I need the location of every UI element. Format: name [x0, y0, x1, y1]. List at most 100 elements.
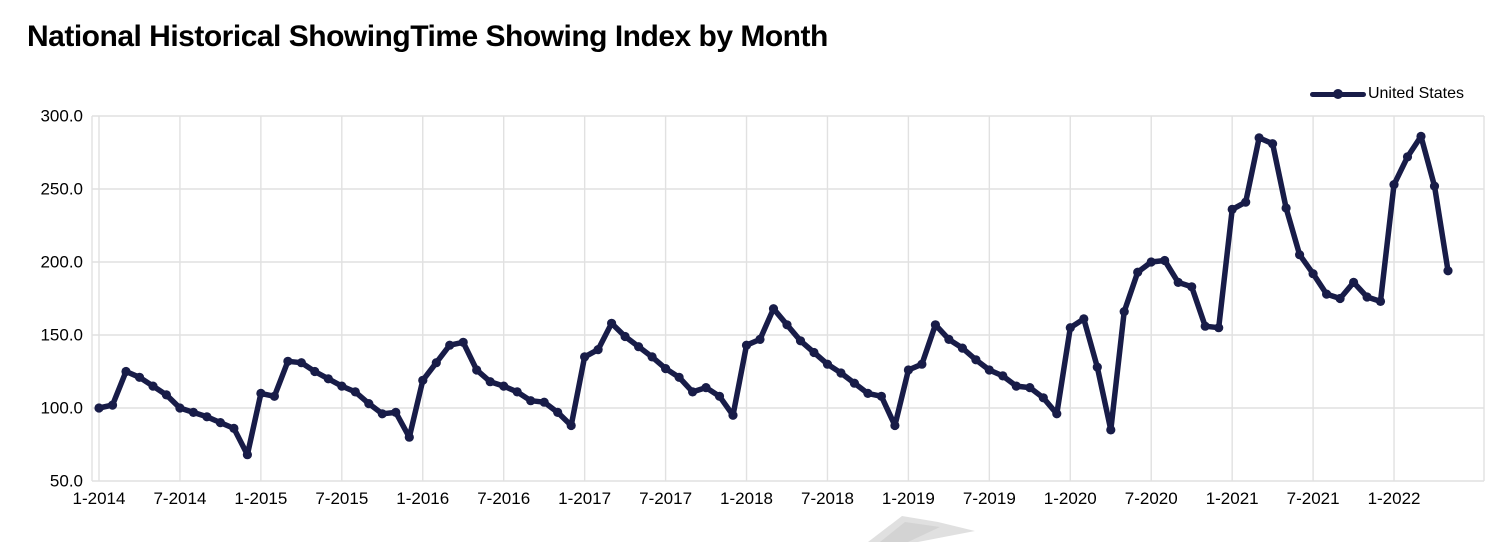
x-axis-tick-label: 1-2014	[73, 489, 126, 508]
data-point-marker	[688, 387, 698, 397]
data-point-marker	[714, 391, 725, 401]
data-point-marker	[1092, 362, 1102, 372]
data-point-marker	[1065, 323, 1075, 333]
data-point-marker	[701, 383, 711, 393]
data-point-marker	[890, 420, 900, 431]
data-point-marker	[620, 331, 630, 342]
data-point-marker	[1173, 277, 1183, 287]
data-point-marker	[1011, 381, 1021, 391]
data-point-marker	[148, 381, 158, 391]
data-point-marker	[876, 391, 887, 401]
data-point-marker	[1254, 133, 1264, 143]
data-point-marker	[1429, 181, 1440, 191]
data-point-marker	[553, 407, 563, 417]
data-point-marker	[782, 320, 792, 330]
data-point-marker	[944, 334, 954, 344]
data-point-marker	[1187, 282, 1197, 292]
data-point-marker	[957, 343, 968, 353]
data-point-marker	[539, 397, 549, 407]
data-point-marker	[741, 340, 752, 350]
data-point-marker	[377, 409, 387, 419]
x-axis-tick-label: 7-2014	[153, 489, 206, 508]
data-point-marker	[647, 352, 657, 362]
data-point-marker	[1160, 255, 1170, 266]
data-point-marker	[1362, 292, 1372, 302]
data-point-marker	[1025, 383, 1035, 393]
x-axis-tick-label: 1-2021	[1206, 489, 1259, 508]
data-point-marker	[350, 387, 360, 397]
y-axis-tick-label: 250.0	[40, 180, 83, 199]
x-axis-tick-label: 1-2017	[558, 489, 611, 508]
x-axis-tick-label: 7-2015	[315, 489, 368, 508]
x-axis-tick-label: 1-2018	[720, 489, 773, 508]
data-point-marker	[1146, 257, 1156, 267]
data-point-marker	[242, 450, 252, 460]
x-axis-tick-label: 1-2016	[396, 489, 449, 508]
data-point-marker	[431, 358, 441, 368]
data-point-marker	[1295, 250, 1305, 260]
data-point-marker	[634, 342, 644, 352]
y-axis-tick-label: 300.0	[40, 107, 83, 126]
data-point-marker	[917, 359, 927, 369]
data-point-marker	[1416, 131, 1426, 141]
data-point-marker	[768, 304, 779, 314]
legend-label-united-states: United States	[1367, 85, 1464, 102]
data-point-marker	[161, 390, 171, 400]
data-point-marker	[229, 423, 239, 433]
data-point-marker	[404, 432, 414, 442]
data-point-marker	[755, 334, 765, 344]
data-point-marker	[107, 400, 118, 410]
data-point-marker	[485, 377, 495, 387]
x-axis-tick-label: 7-2019	[963, 489, 1016, 508]
data-point-marker	[1106, 425, 1116, 435]
data-point-marker	[94, 403, 104, 413]
data-point-marker	[121, 366, 131, 377]
data-point-marker	[134, 372, 145, 382]
data-point-marker	[593, 345, 603, 355]
data-point-marker	[1349, 277, 1359, 287]
data-point-marker	[1375, 296, 1386, 306]
data-point-marker	[1335, 293, 1345, 304]
data-point-marker	[337, 381, 347, 391]
data-point-marker	[1214, 323, 1224, 333]
data-point-marker	[1389, 180, 1399, 190]
x-axis-tick-label: 7-2021	[1287, 489, 1340, 508]
data-point-marker	[1119, 307, 1129, 317]
data-point-marker	[215, 418, 225, 428]
data-point-marker	[1241, 197, 1251, 207]
data-point-marker	[1133, 267, 1143, 277]
data-point-marker	[728, 410, 738, 420]
series-line-united-states	[96, 133, 1451, 458]
gridlines	[91, 115, 1485, 482]
data-point-marker	[903, 365, 914, 375]
data-point-marker	[1443, 266, 1453, 276]
x-axis-tick-label: 1-2015	[234, 489, 287, 508]
x-axis-tick-label: 1-2022	[1368, 489, 1421, 508]
data-point-marker	[607, 318, 617, 328]
y-axis-tick-label: 200.0	[40, 253, 83, 272]
data-point-marker	[323, 374, 333, 384]
x-axis-tick-label: 7-2016	[477, 489, 530, 508]
data-point-marker	[566, 420, 576, 431]
data-point-marker	[822, 359, 833, 369]
data-point-marker	[1322, 289, 1332, 299]
data-point-marker	[580, 352, 590, 362]
data-point-marker	[1038, 393, 1048, 403]
chart-title: National Historical ShowingTime Showing …	[27, 20, 828, 53]
data-point-marker	[526, 396, 536, 406]
data-point-marker	[499, 381, 509, 391]
data-point-marker	[1268, 139, 1278, 149]
data-point-marker	[269, 391, 279, 401]
data-point-marker	[418, 375, 428, 385]
data-point-marker	[795, 336, 806, 346]
x-axis-tick-label: 7-2020	[1125, 489, 1178, 508]
y-axis-tick-label: 100.0	[40, 399, 83, 418]
data-point-marker	[256, 388, 266, 398]
data-point-marker	[661, 364, 671, 374]
data-point-marker	[809, 347, 819, 358]
data-point-marker	[175, 403, 185, 413]
legend-dot	[1332, 89, 1343, 99]
legend-line-marker-icon	[1309, 84, 1366, 104]
data-point-marker	[984, 365, 994, 375]
data-point-marker	[1079, 314, 1089, 324]
